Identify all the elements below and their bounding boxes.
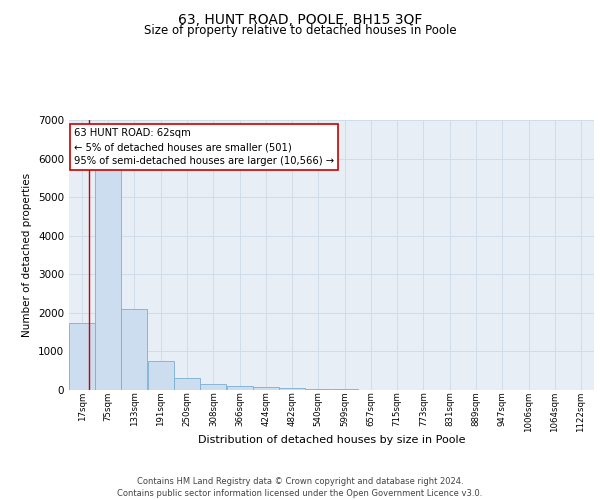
Bar (148, 361, 173, 390)
Bar (279, 388, 305, 390)
Y-axis label: Number of detached properties: Number of detached properties (22, 173, 32, 337)
Bar (305, 389, 331, 390)
Text: 63, HUNT ROAD, POOLE, BH15 3QF: 63, HUNT ROAD, POOLE, BH15 3QF (178, 12, 422, 26)
Bar (253, 387, 279, 390)
Bar (200, 384, 226, 390)
Bar (121, 309, 148, 390)
Bar (69, 322, 95, 390)
X-axis label: Distribution of detached houses by size in Poole: Distribution of detached houses by size … (198, 434, 465, 444)
Text: Size of property relative to detached houses in Poole: Size of property relative to detached ho… (143, 24, 457, 37)
Text: 63 HUNT ROAD: 62sqm
← 5% of detached houses are smaller (501)
95% of semi-detach: 63 HUNT ROAD: 62sqm ← 5% of detached hou… (74, 128, 334, 166)
Bar (174, 378, 200, 390)
Bar (227, 386, 253, 390)
Bar (95, 166, 121, 390)
Text: Contains HM Land Registry data © Crown copyright and database right 2024.
Contai: Contains HM Land Registry data © Crown c… (118, 476, 482, 498)
Bar (332, 389, 358, 390)
